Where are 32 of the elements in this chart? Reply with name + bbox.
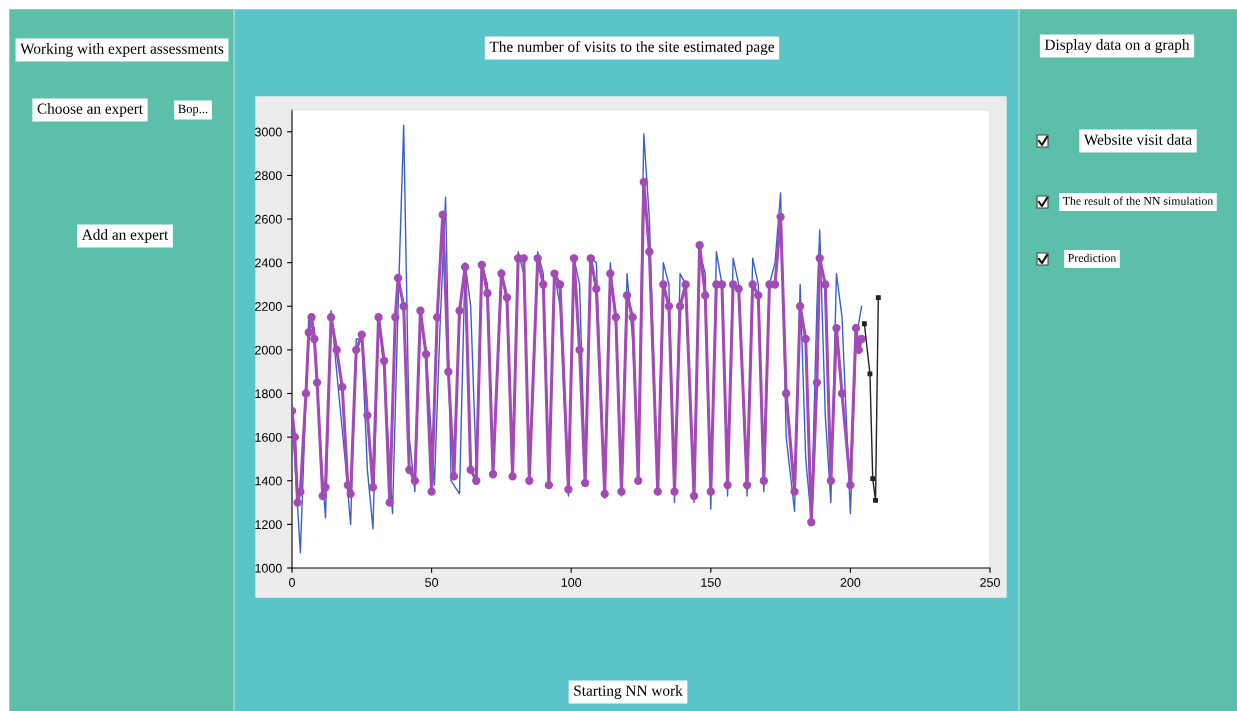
text: Bop... — [178, 104, 208, 116]
point — [870, 476, 876, 482]
y-tick-label: 1600 — [255, 432, 282, 442]
point — [873, 497, 878, 503]
chart-title: The number of visits to the site estimated page — [489, 40, 775, 56]
y-tick-label: 1200 — [255, 520, 282, 530]
text: Choose an expert — [37, 103, 143, 117]
y-tick-label: 2000 — [255, 345, 282, 355]
y-tick-label: 2600 — [255, 214, 282, 224]
text: The result of the NN simulation — [1062, 196, 1214, 205]
y-tick-label: 1400 — [255, 476, 282, 486]
x-tick-label: 0 — [289, 578, 295, 587]
y-tick-label: 2200 — [255, 302, 282, 311]
x-tick-label: 150 — [701, 578, 721, 587]
text: Display data on a graph — [1044, 39, 1190, 53]
y-tick-label: 1800 — [255, 389, 282, 399]
y-tick-label: 3000 — [254, 127, 282, 137]
y-tick-label: 1000 — [255, 563, 282, 573]
text: Add an expert — [81, 229, 169, 243]
point — [867, 371, 873, 377]
x-tick-label: 250 — [980, 578, 1000, 587]
x-tick-label: 200 — [840, 578, 861, 587]
point — [861, 321, 867, 327]
text: Website visit data — [1083, 134, 1192, 145]
text: Starting NN work — [574, 685, 683, 699]
text: Prediction — [1068, 253, 1117, 262]
x-tick-label: 50 — [425, 578, 439, 587]
point — [875, 295, 881, 300]
y-tick-label: 2400 — [255, 258, 282, 268]
text: Working with expert assessments — [20, 43, 224, 57]
y-tick-label: 2800 — [255, 171, 282, 181]
x-tick-label: 100 — [561, 578, 582, 587]
